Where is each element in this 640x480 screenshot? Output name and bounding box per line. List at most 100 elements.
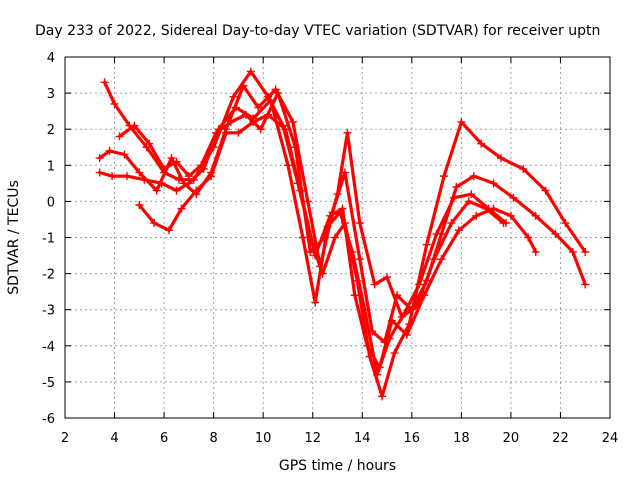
data-point-marker [343, 128, 352, 137]
data-point-marker [311, 251, 320, 260]
data-point-marker [402, 330, 411, 339]
data-point-marker [397, 312, 406, 321]
data-point-marker [415, 280, 424, 289]
data-point-marker [115, 132, 124, 141]
data-point-marker [150, 219, 159, 228]
data-point-marker [207, 172, 216, 181]
data-point-marker [430, 255, 439, 264]
data-point-marker [449, 193, 458, 202]
data-point-marker [390, 349, 399, 358]
x-tick-label: 8 [209, 431, 217, 446]
data-point-marker [469, 172, 478, 181]
data-point-marker [283, 161, 292, 170]
y-tick-label: -2 [42, 268, 55, 283]
data-point-marker [311, 298, 320, 307]
data-point-marker [447, 219, 456, 228]
series-line [98, 98, 508, 377]
data-point-marker [472, 211, 481, 220]
data-point-marker [298, 233, 307, 242]
data-point-marker [524, 233, 533, 242]
data-point-marker [264, 110, 273, 119]
series-track-3 [95, 96, 510, 379]
x-tick-label: 10 [255, 431, 272, 446]
y-tick-label: 4 [47, 51, 55, 66]
data-point-marker [197, 161, 206, 170]
data-point-marker [383, 273, 392, 282]
data-point-marker [464, 197, 473, 206]
data-point-marker [105, 146, 114, 155]
data-point-marker [355, 219, 364, 228]
data-point-marker [331, 233, 340, 242]
data-point-marker [172, 186, 181, 195]
data-point-marker [541, 186, 550, 195]
data-point-marker [177, 204, 186, 213]
y-tick-label: -5 [42, 376, 55, 391]
data-point-marker [338, 204, 347, 213]
y-tick-label: 3 [47, 87, 55, 102]
series-line [137, 113, 538, 370]
data-point-marker [568, 247, 577, 256]
data-point-marker [246, 67, 255, 76]
data-point-marker [551, 229, 560, 238]
data-point-marker [281, 125, 290, 134]
data-point-marker [212, 128, 221, 137]
data-point-marker [100, 78, 109, 87]
y-tick-label: -1 [42, 232, 55, 247]
data-point-marker [241, 110, 250, 119]
data-point-marker [192, 186, 201, 195]
y-tick-label: -3 [42, 304, 55, 319]
series-track-4 [115, 89, 508, 321]
data-point-marker [303, 197, 312, 206]
data-point-marker [288, 117, 297, 126]
x-tick-label: 2 [61, 431, 69, 446]
data-point-marker [440, 172, 449, 181]
x-tick-label: 18 [453, 431, 470, 446]
data-point-marker [378, 392, 387, 401]
data-point-marker [477, 139, 486, 148]
data-point-marker [239, 81, 248, 90]
x-axis-label: GPS time / hours [279, 458, 396, 474]
data-point-marker [172, 157, 181, 166]
y-tick-label: 1 [47, 159, 55, 174]
data-point-marker [454, 226, 463, 235]
data-point-marker [370, 280, 379, 289]
data-point-marker [165, 226, 174, 235]
data-point-marker [355, 255, 364, 264]
data-point-marker [145, 139, 154, 148]
data-point-marker [157, 179, 166, 188]
x-tick-label: 4 [110, 431, 118, 446]
x-tick-label: 24 [602, 431, 619, 446]
data-point-marker [363, 341, 372, 350]
data-point-marker [167, 154, 176, 163]
data-point-marker [509, 193, 518, 202]
data-point-marker [437, 255, 446, 264]
data-point-marker [110, 99, 119, 108]
data-point-marker [291, 143, 300, 152]
data-point-marker [249, 117, 258, 126]
data-point-marker [467, 190, 476, 199]
data-point-marker [122, 172, 131, 181]
x-tick-label: 20 [503, 431, 520, 446]
y-tick-label: 2 [47, 123, 55, 138]
x-tick-label: 22 [552, 431, 569, 446]
data-point-marker [452, 182, 461, 191]
x-tick-label: 16 [404, 431, 421, 446]
y-axis-label: SDTVAR / TECUs [6, 180, 22, 295]
data-point-marker [422, 240, 431, 249]
data-point-marker [222, 128, 231, 137]
data-point-marker [135, 168, 144, 177]
data-point-marker [506, 211, 515, 220]
data-point-marker [234, 128, 243, 137]
data-point-marker [489, 204, 498, 213]
data-point-marker [229, 92, 238, 101]
data-point-marker [388, 316, 396, 325]
data-point-marker [489, 179, 498, 188]
data-point-marker [333, 190, 342, 199]
series-layer [95, 67, 590, 401]
data-point-marker [326, 211, 335, 220]
data-point-marker [140, 175, 149, 184]
data-point-marker [226, 117, 235, 126]
data-point-marker [274, 89, 283, 98]
x-tick-label: 12 [304, 431, 321, 446]
